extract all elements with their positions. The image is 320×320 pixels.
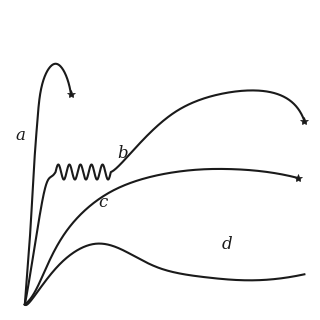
Text: d: d bbox=[221, 236, 232, 253]
Text: b: b bbox=[117, 146, 128, 163]
Text: c: c bbox=[99, 194, 108, 211]
Text: a: a bbox=[16, 127, 26, 144]
